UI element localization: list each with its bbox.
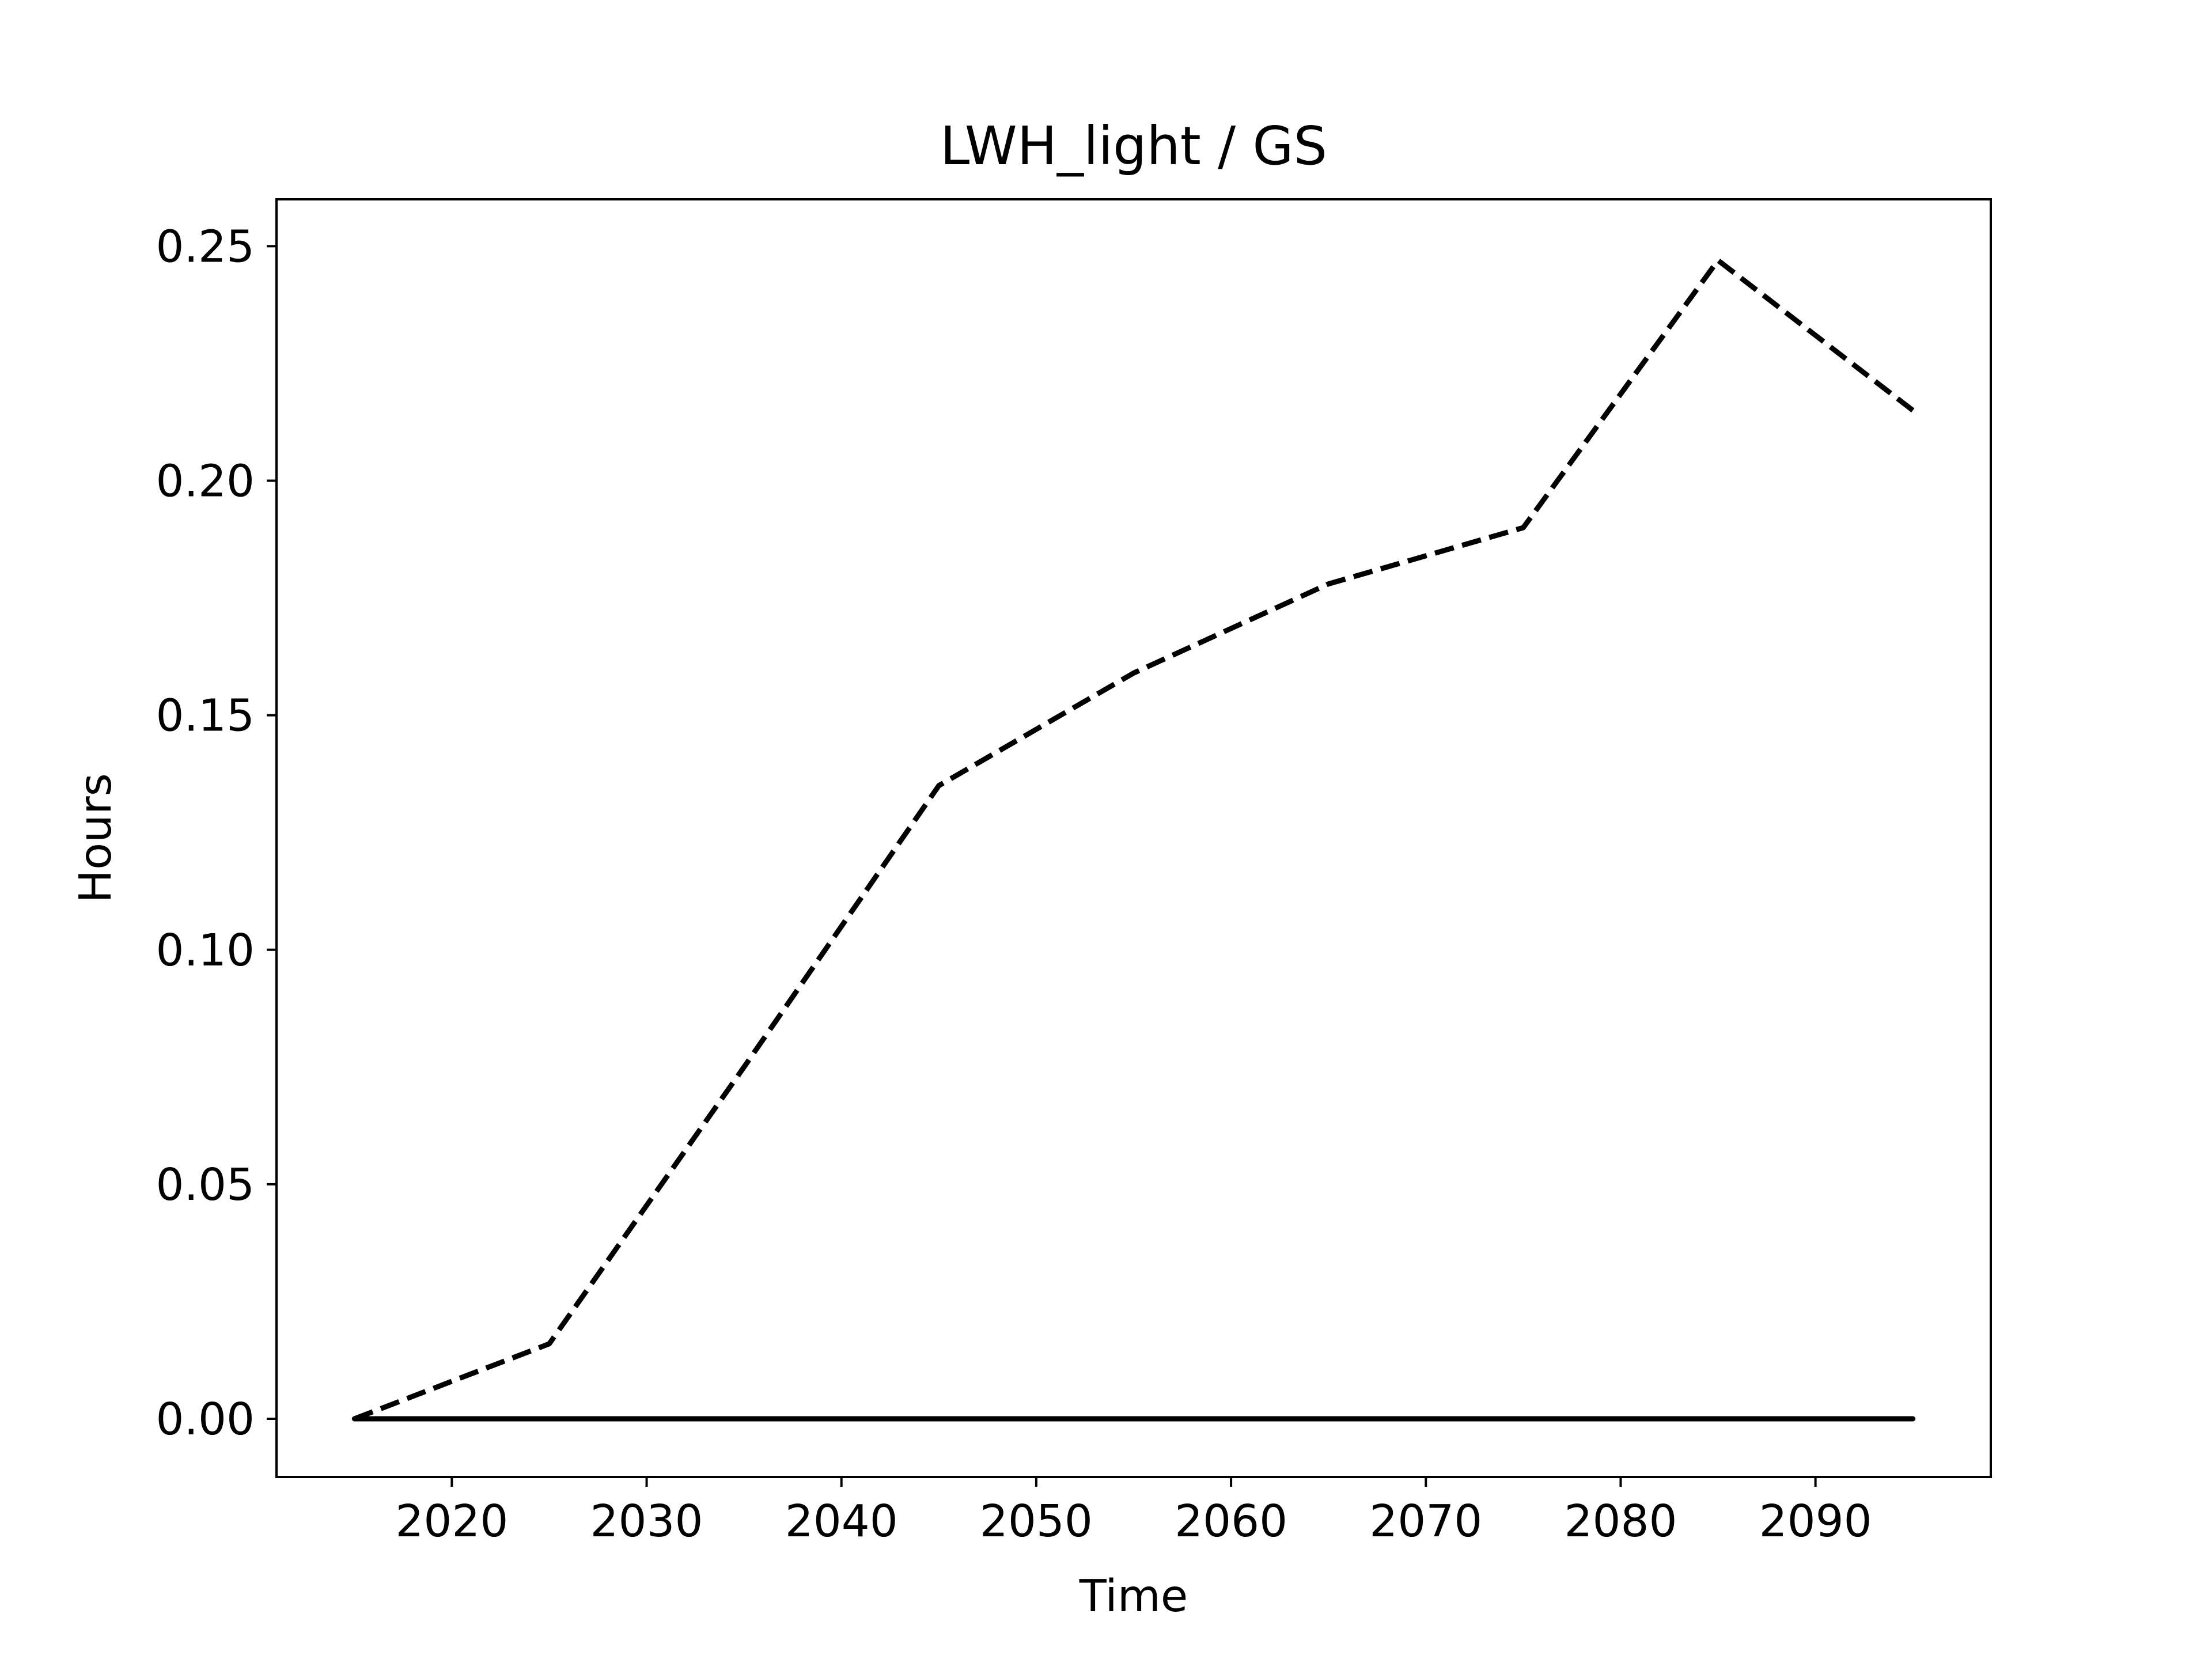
x-axis-label: Time: [1079, 1571, 1188, 1622]
x-tick-label: 2050: [980, 1496, 1093, 1547]
x-tick-label: 2090: [1759, 1496, 1872, 1547]
y-axis: 0.00 0.05 0.10 0.15 0.20 0.25: [156, 221, 276, 1445]
y-tick-label: 0.15: [156, 691, 255, 742]
y-tick-label: 0.10: [156, 925, 255, 976]
x-tick-label: 2070: [1369, 1496, 1482, 1547]
series-layer: [351, 257, 1916, 1422]
x-tick-label: 2040: [785, 1496, 898, 1547]
y-tick-label: 0.25: [156, 221, 255, 272]
chart-title: LWH_light / GS: [940, 115, 1327, 177]
y-tick-label: 0.20: [156, 456, 255, 507]
y-tick-label: 0.00: [156, 1394, 255, 1445]
x-axis: 2020 2030 2040 2050 2060 2070 2080 2090: [395, 1477, 1872, 1547]
x-tick-label: 2080: [1564, 1496, 1677, 1547]
y-tick-label: 0.05: [156, 1160, 255, 1211]
x-tick-label: 2020: [395, 1496, 508, 1547]
y-axis-label: Hours: [70, 773, 122, 903]
x-tick-label: 2030: [590, 1496, 703, 1547]
dashed-series-line: [353, 257, 1915, 1422]
plot-frame: [275, 198, 1992, 1478]
x-tick-label: 2060: [1175, 1496, 1287, 1547]
